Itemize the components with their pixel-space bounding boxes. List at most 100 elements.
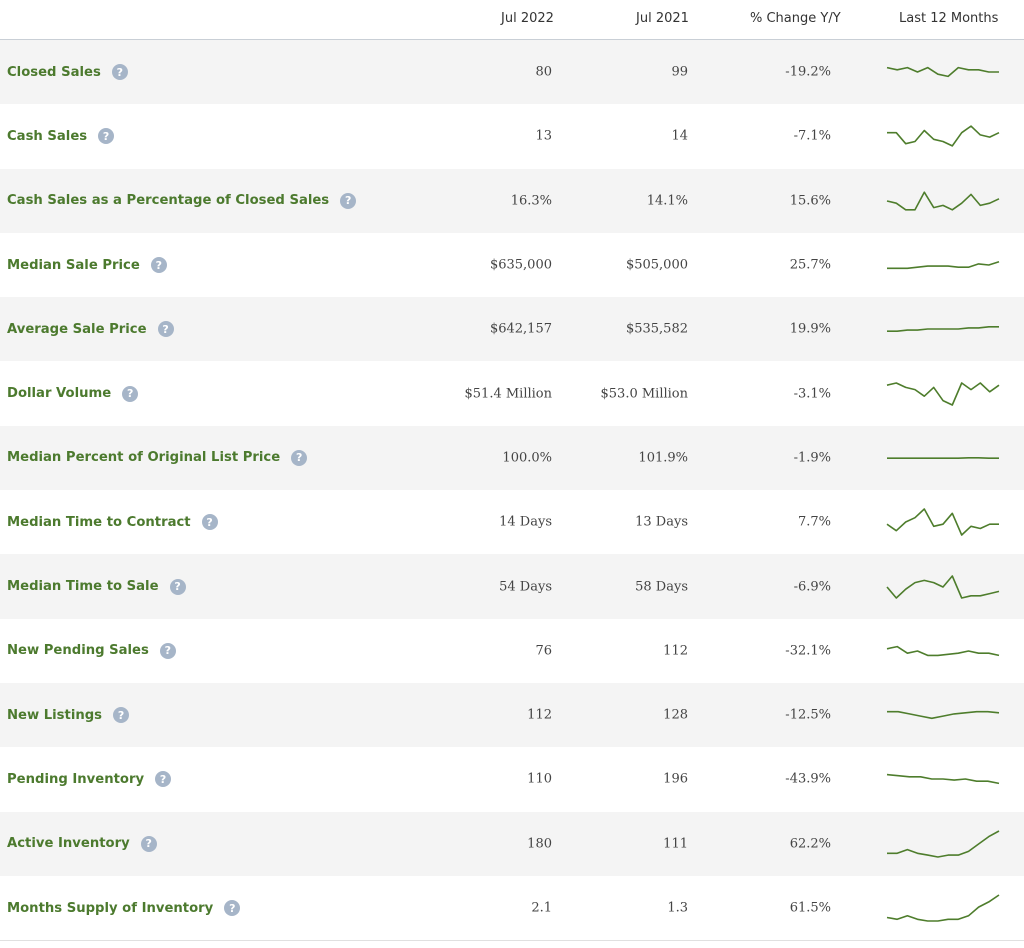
help-icon[interactable]: ? bbox=[150, 257, 167, 274]
table-row: New Pending Sales? 76 112 -32.1% bbox=[0, 619, 1024, 683]
value-jul-2022: 100.0% bbox=[502, 450, 552, 466]
trend-sparkline bbox=[886, 381, 1000, 406]
metric-name: Dollar Volume bbox=[7, 386, 112, 402]
trend-sparkline bbox=[887, 830, 1000, 858]
trend-line bbox=[887, 830, 1000, 858]
metric-name: New Pending Sales bbox=[7, 643, 149, 659]
value-jul-2021: $505,000 bbox=[625, 257, 688, 273]
table-row: Cash Sales as a Percentage of Closed Sal… bbox=[0, 168, 1024, 233]
value-jul-2021: 58 Days bbox=[635, 579, 688, 595]
trend-sparkline bbox=[886, 574, 1000, 599]
metric-label: Median Sale Price? bbox=[7, 257, 167, 274]
value-percent-change: 19.9% bbox=[789, 321, 831, 337]
header-last-12-months: Last 12 Months bbox=[899, 11, 999, 26]
value-jul-2022: $51.4 Million bbox=[464, 386, 553, 402]
help-icon[interactable]: ? bbox=[111, 64, 128, 81]
help-icon[interactable]: ? bbox=[201, 514, 218, 531]
value-percent-change: -1.9% bbox=[793, 450, 831, 466]
metric-label: New Listings? bbox=[7, 707, 130, 724]
table-row: New Listings? 112 128 -12.5% bbox=[0, 682, 1024, 748]
help-icon[interactable]: ? bbox=[159, 642, 176, 659]
table-row: Median Sale Price? $635,000 $505,000 25.7% bbox=[0, 233, 1024, 297]
metric-label: Cash Sales as a Percentage of Closed Sal… bbox=[7, 192, 357, 209]
metric-label: Cash Sales? bbox=[7, 128, 115, 145]
value-jul-2022: 112 bbox=[527, 707, 552, 723]
trend-sparkline bbox=[887, 125, 1000, 148]
table-row: Average Sale Price? $642,157 $535,582 19.9% bbox=[0, 297, 1024, 362]
value-percent-change: -32.1% bbox=[785, 643, 831, 659]
value-jul-2021: 14 bbox=[671, 128, 688, 144]
table-bottom-divider bbox=[0, 940, 1024, 942]
help-icon[interactable]: ? bbox=[98, 128, 115, 145]
metric-name: Median Percent of Original List Price bbox=[7, 450, 281, 466]
trend-line bbox=[886, 381, 1000, 406]
header-jul-2021: Jul 2021 bbox=[636, 11, 689, 26]
help-icon[interactable]: ? bbox=[140, 835, 157, 852]
metric-name: Cash Sales as a Percentage of Closed Sal… bbox=[7, 193, 330, 209]
metric-name: Cash Sales bbox=[7, 128, 88, 144]
value-percent-change: 62.2% bbox=[789, 836, 831, 852]
trend-sparkline bbox=[887, 456, 999, 459]
help-icon[interactable]: ? bbox=[169, 578, 186, 595]
metric-label: Average Sale Price? bbox=[7, 321, 174, 338]
help-icon[interactable]: ? bbox=[340, 192, 357, 209]
metric-label: Active Inventory? bbox=[7, 835, 157, 852]
metric-name: Median Sale Price bbox=[7, 257, 140, 273]
trend-line bbox=[886, 508, 999, 537]
value-jul-2022: 110 bbox=[527, 771, 552, 787]
value-jul-2021: 112 bbox=[663, 643, 688, 659]
help-icon[interactable]: ? bbox=[113, 707, 130, 724]
value-jul-2022: 180 bbox=[527, 836, 552, 852]
value-percent-change: 7.7% bbox=[797, 514, 831, 530]
value-percent-change: 61.5% bbox=[789, 900, 831, 916]
trend-line bbox=[886, 774, 1000, 785]
table-row: Active Inventory? 180 111 62.2% bbox=[0, 811, 1024, 876]
help-icon[interactable]: ? bbox=[157, 321, 174, 338]
trend-sparkline bbox=[886, 645, 1000, 657]
trend-sparkline bbox=[886, 774, 1000, 785]
trend-line bbox=[887, 125, 1000, 148]
trend-line bbox=[886, 894, 1000, 922]
table-row: Median Percent of Original List Price? 10… bbox=[0, 425, 1024, 491]
metric-label: Median Percent of Original List Price? bbox=[7, 449, 308, 466]
metric-label: Median Time to Sale? bbox=[7, 578, 186, 595]
metric-name: Months Supply of Inventory bbox=[7, 900, 214, 916]
trend-line bbox=[887, 326, 999, 333]
value-percent-change: -3.1% bbox=[793, 386, 831, 402]
value-jul-2021: 13 Days bbox=[635, 514, 688, 530]
value-percent-change: 15.6% bbox=[789, 193, 831, 209]
table-header: Jul 2022 Jul 2021 % Change Y/Y Last 12 M… bbox=[0, 0, 1024, 40]
value-jul-2021: 196 bbox=[663, 771, 688, 787]
metric-name: Average Sale Price bbox=[7, 321, 147, 337]
help-icon[interactable]: ? bbox=[224, 900, 241, 916]
header-jul-2022: Jul 2022 bbox=[501, 11, 554, 26]
value-jul-2021: 101.9% bbox=[638, 450, 688, 466]
trend-line bbox=[886, 191, 1000, 211]
value-jul-2021: 128 bbox=[663, 707, 688, 723]
value-jul-2022: 80 bbox=[535, 64, 552, 80]
value-jul-2022: 76 bbox=[535, 643, 552, 659]
value-jul-2021: 14.1% bbox=[646, 193, 688, 209]
table-row: Pending Inventory? 110 196 -43.9% bbox=[0, 747, 1024, 811]
trend-sparkline bbox=[887, 260, 1000, 270]
help-icon[interactable]: ? bbox=[155, 771, 172, 788]
value-jul-2022: 16.3% bbox=[510, 193, 552, 209]
metric-name: New Listings bbox=[7, 707, 103, 723]
help-icon[interactable]: ? bbox=[291, 449, 308, 466]
trend-sparkline bbox=[887, 326, 999, 333]
help-icon[interactable]: ? bbox=[122, 385, 139, 402]
table-row: Months Supply of Inventory? 2.1 1.3 61.5% bbox=[0, 876, 1024, 940]
trend-sparkline bbox=[887, 711, 1000, 720]
trend-sparkline bbox=[886, 66, 999, 78]
value-percent-change: -12.5% bbox=[785, 707, 831, 723]
metric-name: Median Time to Contract bbox=[7, 514, 191, 530]
table-row: Median Time to Sale? 54 Days 58 Days -6.9% bbox=[0, 554, 1024, 619]
value-jul-2022: $635,000 bbox=[489, 257, 552, 273]
value-jul-2021: $53.0 Million bbox=[600, 386, 689, 402]
trend-line bbox=[886, 645, 1000, 657]
metric-label: Closed Sales? bbox=[7, 64, 128, 81]
table-row: Closed Sales? 80 99 -19.2% bbox=[0, 40, 1024, 105]
metric-name: Median Time to Sale bbox=[7, 579, 159, 595]
value-percent-change: -19.2% bbox=[785, 64, 831, 80]
metric-name: Pending Inventory bbox=[7, 771, 145, 787]
